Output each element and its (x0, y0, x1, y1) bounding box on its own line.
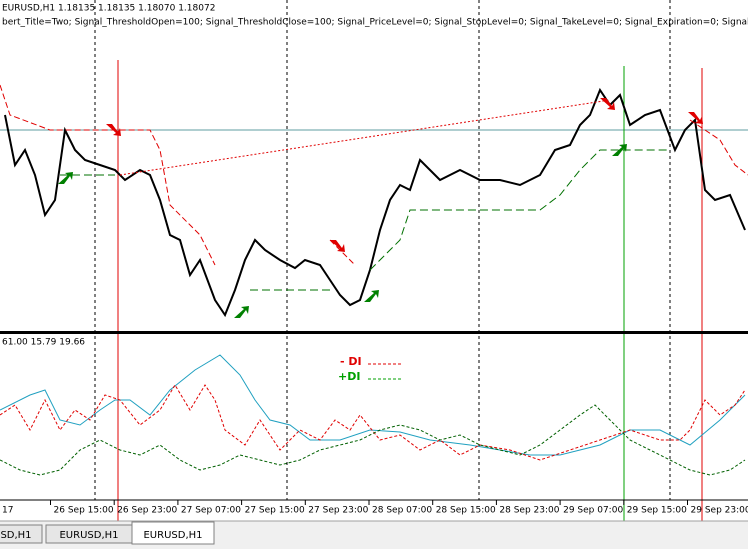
symbol-line: EURUSD,H1 1.18135 1.18135 1.18070 1.1807… (2, 4, 215, 14)
sell-arrows (106, 98, 703, 252)
plus-di-line (0, 404, 746, 476)
time-label: 28 Sep 15:00 (436, 506, 496, 516)
time-label: 28 Sep 23:00 (499, 506, 559, 516)
expert-params: bert_Title=Two; Signal_ThresholdOpen=100… (2, 18, 748, 28)
time-label: 26 Sep 23:00 (117, 506, 177, 516)
chart-tab-label[interactable]: SD,H1 (0, 530, 31, 541)
pane-separator (0, 331, 748, 334)
stop-line (0, 84, 216, 266)
day-separators (94, 0, 671, 500)
time-label: 17 (2, 506, 13, 516)
time-label: 27 Sep 23:00 (308, 506, 368, 516)
buy-arrows (58, 144, 627, 318)
time-label: 29 Sep 23:00 (691, 506, 748, 516)
time-label: 29 Sep 07:00 (563, 506, 623, 516)
chart-tab[interactable] (131, 521, 215, 545)
chart-tab-label[interactable]: EURUSD,H1 (143, 530, 202, 541)
stop-line-3 (689, 119, 748, 176)
time-label: 29 Sep 15:00 (627, 506, 687, 516)
time-label: 27 Sep 07:00 (181, 506, 241, 516)
time-label: 26 Sep 15:00 (54, 506, 114, 516)
time-label: 28 Sep 07:00 (372, 506, 432, 516)
legend-minus-di: - DI (340, 355, 362, 368)
stop-line-2 (329, 239, 356, 266)
adx-line (0, 354, 746, 456)
indicator-values: 61.00 15.79 19.66 (2, 338, 85, 348)
legend-plus-di: +DI (338, 370, 360, 383)
price-path (4, 87, 746, 318)
minus-di-line (0, 384, 746, 461)
support-lines (60, 149, 670, 291)
chart-tab-label[interactable]: EURUSD,H1 (59, 530, 118, 541)
trend-line (119, 99, 611, 176)
chart-tab[interactable] (0, 524, 43, 544)
time-label: 27 Sep 15:00 (245, 506, 305, 516)
